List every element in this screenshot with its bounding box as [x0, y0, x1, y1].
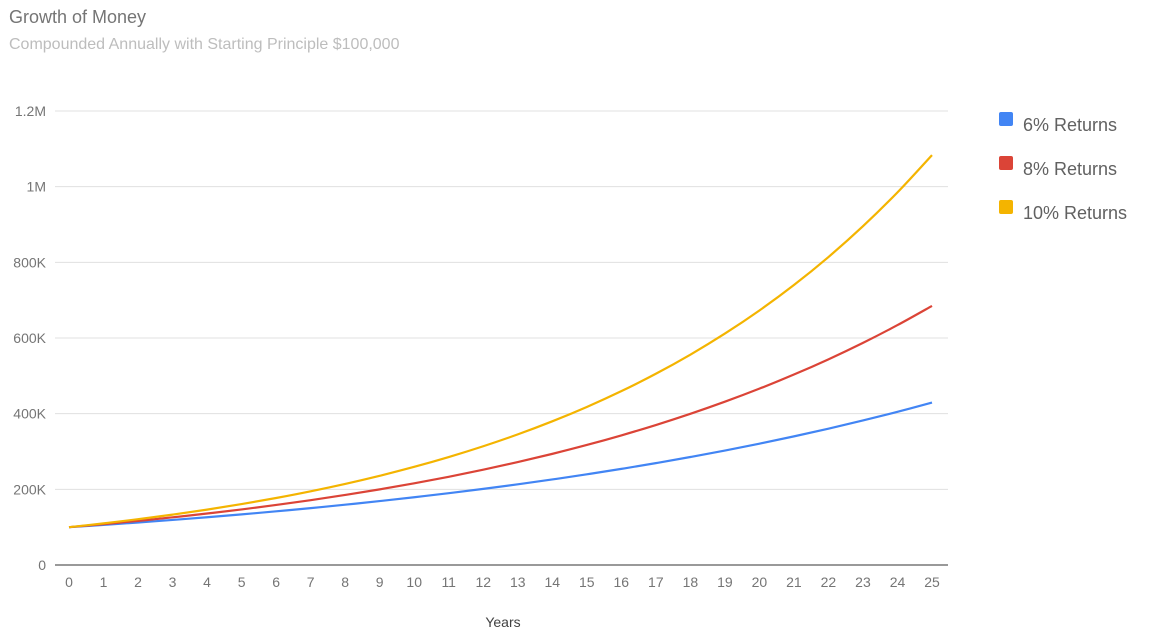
x-tick-label: 15	[579, 574, 595, 590]
x-tick-label: 7	[307, 574, 315, 590]
x-tick-label: 23	[855, 574, 871, 590]
x-tick-label: 6	[272, 574, 280, 590]
x-tick-label: 20	[752, 574, 768, 590]
x-tick-label: 19	[717, 574, 733, 590]
x-tick-label: 3	[169, 574, 177, 590]
x-tick-label: 8	[341, 574, 349, 590]
x-tick-label: 2	[134, 574, 142, 590]
x-tick-label: 10	[406, 574, 422, 590]
x-tick-label: 9	[376, 574, 384, 590]
series-line-6-returns	[68, 401, 933, 529]
x-tick-label: 11	[441, 574, 456, 590]
chart-title: Growth of Money	[9, 7, 147, 27]
x-tick-label: 18	[683, 574, 699, 590]
x-tick-label: 17	[648, 574, 664, 590]
series-lines	[68, 154, 933, 529]
x-axis-ticks: 0 1 2 3 4 5 6 7 8 9 10 11 12 13 14 15 16 17 18 19 20 21 22 23 24…	[65, 574, 940, 590]
series-line-8-returns	[68, 304, 933, 529]
x-tick-label: 25	[924, 574, 940, 590]
y-tick-label: 600K	[13, 330, 46, 346]
legend-swatch	[999, 112, 1013, 126]
y-tick-label: 0	[38, 557, 46, 573]
x-tick-label: 13	[510, 574, 526, 590]
y-tick-label: 200K	[13, 481, 46, 497]
legend-label: 10% Returns	[1023, 203, 1127, 223]
y-tick-label: 400K	[13, 406, 46, 422]
gridlines	[55, 110, 948, 566]
y-tick-label: 800K	[13, 254, 46, 270]
x-tick-label: 21	[786, 574, 802, 590]
x-tick-label: 14	[544, 574, 560, 590]
y-tick-label: 1.2M	[15, 103, 46, 119]
legend-label: 8% Returns	[1023, 159, 1117, 179]
x-tick-label: 1	[100, 574, 108, 590]
legend-swatch	[999, 156, 1013, 170]
x-tick-label: 12	[475, 574, 491, 590]
x-tick-label: 4	[203, 574, 211, 590]
series-line-10-returns	[68, 154, 933, 529]
legend-swatch	[999, 200, 1013, 214]
x-tick-label: 24	[890, 574, 906, 590]
legend: 6% Returns 8% Returns 10% Returns	[999, 112, 1127, 223]
chart-subtitle: Compounded Annually with Starting Princi…	[9, 36, 400, 53]
y-axis-ticks: 0 200K 400K 600K 800K 1M 1.2M	[13, 103, 46, 573]
legend-label: 6% Returns	[1023, 115, 1117, 135]
x-tick-label: 22	[821, 574, 837, 590]
y-tick-label: 1M	[27, 179, 46, 195]
x-tick-label: 0	[65, 574, 73, 590]
x-tick-label: 5	[238, 574, 246, 590]
x-tick-label: 16	[614, 574, 630, 590]
x-axis-label: Years	[485, 614, 520, 630]
